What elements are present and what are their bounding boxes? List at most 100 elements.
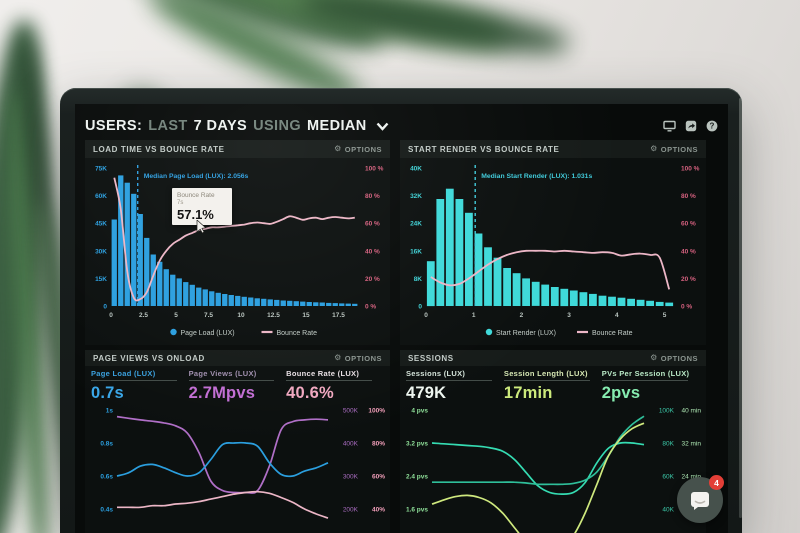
svg-text:100 %: 100 % xyxy=(365,166,384,173)
display-icon[interactable] xyxy=(663,120,676,133)
options-button[interactable]: ⚙ OPTIONS xyxy=(650,353,698,363)
header-icon-group: ? xyxy=(663,120,718,133)
svg-text:80 %: 80 % xyxy=(681,193,696,200)
svg-text:80%: 80% xyxy=(372,441,385,448)
svg-text:0.6s: 0.6s xyxy=(100,474,113,481)
svg-text:24K: 24K xyxy=(410,221,422,228)
chevron-down-icon xyxy=(376,122,389,131)
svg-text:16K: 16K xyxy=(410,248,422,255)
metrics-row: Sessions (LUX) 479K Session Length (LUX)… xyxy=(400,366,706,404)
svg-text:32K: 32K xyxy=(410,193,422,200)
svg-text:40 %: 40 % xyxy=(681,248,696,255)
panel-sessions: SESSIONS ⚙ OPTIONS Sessions (LUX) 479K Se… xyxy=(400,350,706,533)
svg-text:3.2 pvs: 3.2 pvs xyxy=(406,441,428,448)
options-button[interactable]: ⚙ OPTIONS xyxy=(334,353,382,363)
help-icon[interactable]: ? xyxy=(705,120,718,133)
median-label: MEDIAN xyxy=(307,118,367,134)
metric-page-views: Page Views (LUX) 2.7Mpvs xyxy=(188,369,287,404)
svg-text:1.6 pvs: 1.6 pvs xyxy=(406,507,428,514)
svg-text:40 %: 40 % xyxy=(365,248,380,255)
notification-badge: 4 xyxy=(709,475,724,490)
svg-text:32 min: 32 min xyxy=(681,441,701,448)
dashboard-header: USERS: LAST 7 DAYS USING MEDIAN xyxy=(85,112,718,140)
options-button[interactable]: ⚙ OPTIONS xyxy=(334,144,382,154)
svg-text:40 min: 40 min xyxy=(681,408,701,415)
panel-title: PAGE VIEWS VS ONLOAD xyxy=(93,353,205,363)
svg-text:Bounce Rate: Bounce Rate xyxy=(592,330,633,337)
svg-text:0.4s: 0.4s xyxy=(100,507,113,514)
svg-text:1: 1 xyxy=(472,312,476,319)
panel-title: SESSIONS xyxy=(408,353,454,363)
gear-icon: ⚙ xyxy=(334,353,342,362)
using-label: USING xyxy=(253,118,302,134)
svg-text:300K: 300K xyxy=(343,474,359,481)
metric-session-length: Session Length (LUX) 17min xyxy=(503,369,590,402)
users-label: USERS: xyxy=(85,118,143,134)
svg-text:40K: 40K xyxy=(410,166,422,173)
chat-bubble-icon xyxy=(691,491,709,510)
chart-tooltip: Bounce Rate 7s 57.1% xyxy=(172,188,232,225)
svg-text:60 %: 60 % xyxy=(681,221,696,228)
svg-text:Median Start Render (LUX): 1.0: Median Start Render (LUX): 1.031s xyxy=(481,173,592,180)
svg-text:1s: 1s xyxy=(106,408,114,415)
svg-text:Median Page Load (LUX): 2.056s: Median Page Load (LUX): 2.056s xyxy=(144,173,249,180)
users-period-dropdown[interactable]: USERS: LAST 7 DAYS USING MEDIAN xyxy=(85,118,389,134)
chart-start-render-vs-bounce[interactable]: 40K 32K 24K 16K 8K 0 100 % 80 % 60 % 40 % 20 % 0 % 0… xyxy=(400,158,706,345)
panel-load-time: LOAD TIME VS BOUNCE RATE ⚙ OPTIONS 75K 60K… xyxy=(85,140,390,345)
share-icon[interactable] xyxy=(684,120,697,133)
svg-text:17.5: 17.5 xyxy=(332,312,345,319)
svg-text:10: 10 xyxy=(237,312,245,319)
svg-text:60K: 60K xyxy=(95,193,107,200)
svg-text:15: 15 xyxy=(302,312,310,319)
svg-text:0 %: 0 % xyxy=(681,304,692,311)
svg-text:100%: 100% xyxy=(368,408,385,415)
svg-text:5: 5 xyxy=(663,312,667,319)
svg-text:500K: 500K xyxy=(343,408,359,415)
metric-page-load: Page Load (LUX) 0.7s xyxy=(91,369,189,404)
gear-icon: ⚙ xyxy=(650,144,658,153)
svg-text:8K: 8K xyxy=(414,276,423,283)
svg-text:Start Render (LUX): Start Render (LUX) xyxy=(496,330,556,337)
svg-text:60%: 60% xyxy=(372,474,385,481)
svg-text:0: 0 xyxy=(103,304,107,311)
days-label: 7 DAYS xyxy=(193,118,248,134)
metric-sessions: Sessions (LUX) 479K xyxy=(406,369,504,404)
chart-page-views-vs-onload[interactable]: 1s 0.8s 0.6s 0.4s 500K 400K 300K 200K 100% 80% 60%… xyxy=(85,404,390,533)
panel-start-render: START RENDER VS BOUNCE RATE ⚙ OPTIONS 40K… xyxy=(400,140,706,345)
svg-text:80 %: 80 % xyxy=(365,193,380,200)
svg-text:12.5: 12.5 xyxy=(267,312,280,319)
panel-page-views: PAGE VIEWS VS ONLOAD ⚙ OPTIONS Page Load … xyxy=(85,350,390,533)
svg-text:60 %: 60 % xyxy=(365,221,380,228)
laptop-bezel: USERS: LAST 7 DAYS USING MEDIAN xyxy=(60,88,742,533)
gear-icon: ⚙ xyxy=(650,353,658,362)
svg-text:45K: 45K xyxy=(95,221,107,228)
last-label: LAST xyxy=(148,118,188,134)
svg-text:80K: 80K xyxy=(662,441,674,448)
svg-text:7.5: 7.5 xyxy=(204,312,213,319)
svg-text:100K: 100K xyxy=(659,408,675,415)
svg-text:40%: 40% xyxy=(372,507,385,514)
dashboard-screen: USERS: LAST 7 DAYS USING MEDIAN xyxy=(75,104,728,533)
svg-text:?: ? xyxy=(709,122,714,131)
options-button[interactable]: ⚙ OPTIONS xyxy=(650,144,698,154)
chart-sessions[interactable]: 4 pvs 3.2 pvs 2.4 pvs 1.6 pvs 100K 80K 60K 40K 4… xyxy=(400,404,706,533)
svg-text:Bounce Rate: Bounce Rate xyxy=(277,330,318,337)
panel-title: START RENDER VS BOUNCE RATE xyxy=(408,144,560,154)
svg-text:100 %: 100 % xyxy=(681,166,700,173)
svg-text:15K: 15K xyxy=(95,276,107,283)
svg-text:20 %: 20 % xyxy=(365,276,380,283)
chart-load-time-vs-bounce[interactable]: 75K 60K 45K 30K 15K 0 100 % 80 % 60 % 40 % 20 % 0 %… xyxy=(85,158,390,345)
svg-text:3: 3 xyxy=(567,312,571,319)
svg-text:24 min: 24 min xyxy=(681,474,701,481)
svg-text:400K: 400K xyxy=(343,441,359,448)
svg-text:4: 4 xyxy=(615,312,619,319)
svg-text:0 %: 0 % xyxy=(365,304,376,311)
chat-launcher-button[interactable]: 4 xyxy=(677,475,724,523)
svg-text:30K: 30K xyxy=(95,248,107,255)
svg-text:2.5: 2.5 xyxy=(139,312,148,319)
svg-text:0.8s: 0.8s xyxy=(100,441,113,448)
metrics-row: Page Load (LUX) 0.7s Page Views (LUX) 2.… xyxy=(85,366,390,404)
metric-bounce-rate: Bounce Rate (LUX) 40.6% xyxy=(286,369,384,404)
svg-text:20 %: 20 % xyxy=(681,276,696,283)
